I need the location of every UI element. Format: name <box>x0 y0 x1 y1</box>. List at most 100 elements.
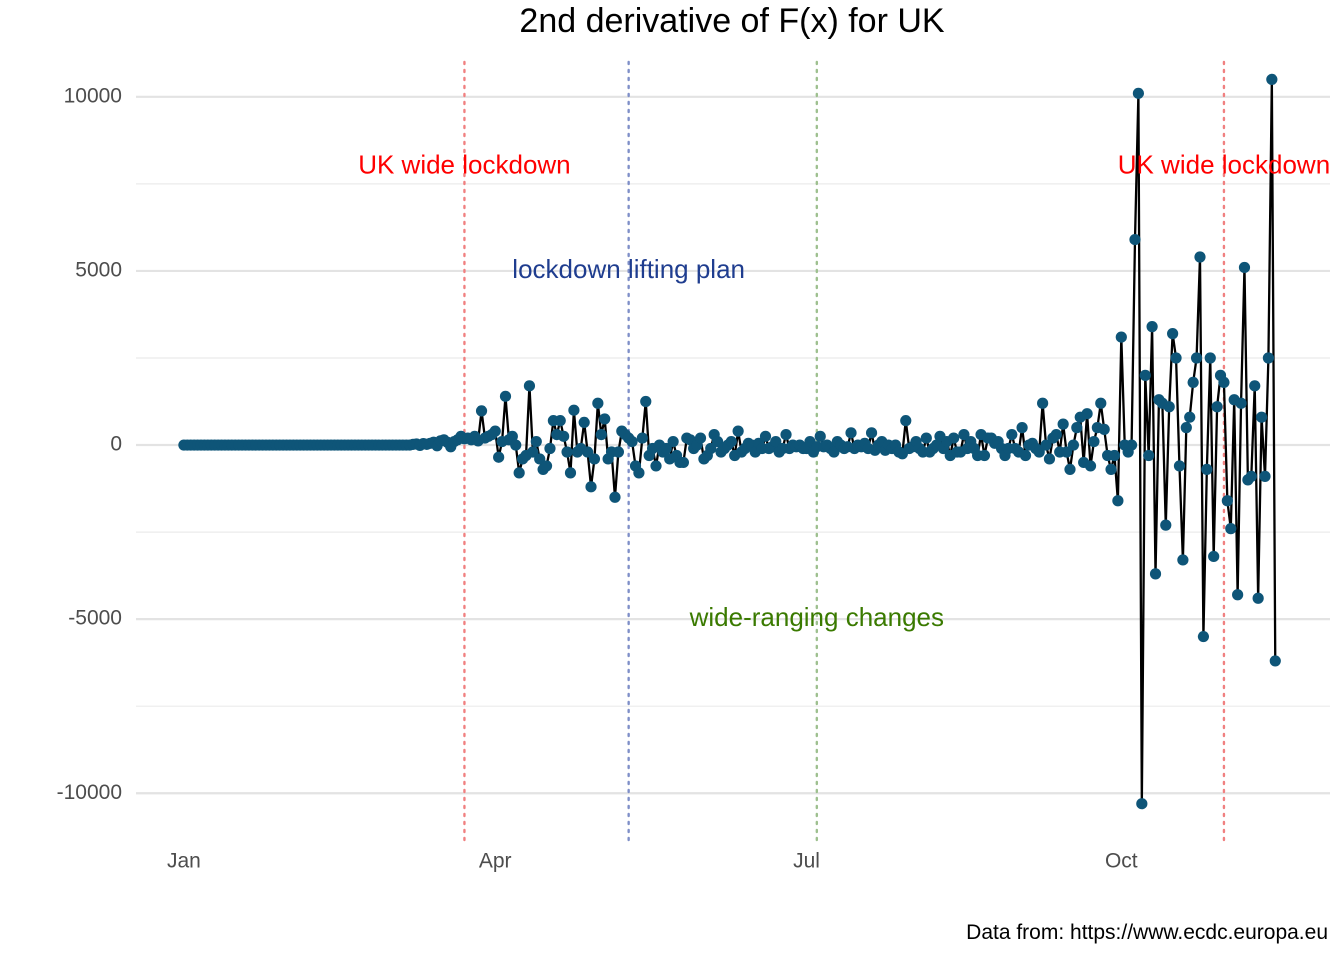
chart-title: 2nd derivative of F(x) for UK <box>519 2 945 40</box>
data-point <box>1033 446 1045 458</box>
data-point <box>1139 369 1151 381</box>
data-point <box>636 432 648 444</box>
data-point <box>1019 449 1032 462</box>
data-point <box>1177 554 1189 566</box>
data-point <box>527 446 539 458</box>
data-point <box>1146 321 1158 333</box>
data-point <box>1163 401 1175 413</box>
data-point <box>510 439 522 451</box>
data-point <box>1108 449 1121 462</box>
data-point <box>1071 422 1083 434</box>
event-label: lockdown lifting plan <box>512 254 745 284</box>
data-point <box>667 435 679 448</box>
data-point <box>1081 408 1093 420</box>
data-point <box>499 390 512 402</box>
data-point <box>1050 428 1062 441</box>
data-point <box>540 460 553 472</box>
data-point <box>640 395 652 408</box>
data-point <box>1173 460 1186 472</box>
data-point <box>612 446 624 458</box>
data-point <box>1184 411 1196 423</box>
data-point <box>1218 376 1230 388</box>
data-point <box>592 397 604 409</box>
data-point <box>900 415 912 427</box>
data-point <box>633 467 645 479</box>
data-point <box>1269 655 1281 667</box>
data-point <box>920 432 932 444</box>
data-point <box>1238 261 1251 274</box>
data-point <box>1249 380 1261 392</box>
data-point <box>1115 331 1127 343</box>
data-point <box>1040 439 1052 451</box>
event-labels: UK wide lockdown lockdown lifting plan wid… <box>358 149 1330 632</box>
data-point <box>732 425 744 437</box>
data-point <box>1208 550 1220 563</box>
data-point <box>1211 401 1223 413</box>
data-point <box>650 460 662 472</box>
data-point <box>845 427 857 439</box>
data-point <box>1197 630 1210 643</box>
data-point <box>1266 73 1278 86</box>
data-point <box>513 467 525 479</box>
data-point <box>1132 87 1145 99</box>
data-point <box>712 435 724 448</box>
data-point <box>1125 439 1138 451</box>
data-point <box>1167 328 1179 340</box>
data-point <box>1225 523 1237 535</box>
data-point <box>626 435 638 448</box>
data-point <box>1006 428 1018 441</box>
data-point <box>1204 352 1216 364</box>
data-point <box>544 442 556 455</box>
data-point <box>1084 460 1097 472</box>
data-point <box>530 435 542 448</box>
data-point <box>1187 376 1199 388</box>
data-point <box>948 432 960 444</box>
data-point <box>523 380 536 392</box>
data-point <box>534 453 546 465</box>
data-point <box>958 428 970 441</box>
data-point <box>1255 411 1268 423</box>
data-point <box>1232 589 1244 601</box>
data-point <box>1136 798 1148 810</box>
data-point <box>814 430 826 442</box>
data-point <box>780 428 792 441</box>
data-point <box>1016 422 1028 434</box>
y-tick-label: 0 <box>110 433 122 456</box>
data-point <box>1221 495 1233 507</box>
data-point <box>1143 449 1155 462</box>
data-point <box>558 430 570 442</box>
data-point <box>1105 463 1117 476</box>
data-point <box>978 449 991 462</box>
data-point <box>1252 592 1264 604</box>
data-point <box>578 416 590 428</box>
data-point <box>770 435 782 448</box>
data-point <box>694 432 707 444</box>
data-point <box>585 481 597 493</box>
x-tick-label: Jul <box>793 850 820 873</box>
data-point <box>582 446 594 458</box>
data-point <box>828 446 840 458</box>
series-points <box>178 73 1281 810</box>
event-label: wide-ranging changes <box>689 602 944 632</box>
data-point <box>1088 435 1100 448</box>
data-point <box>595 428 607 441</box>
y-tick-label: -10000 <box>57 781 122 804</box>
data-point <box>1170 352 1182 364</box>
data-point <box>609 491 621 503</box>
data-point <box>561 446 573 458</box>
data-point <box>1201 463 1213 476</box>
data-point <box>1194 251 1206 263</box>
data-point <box>1180 422 1192 434</box>
data-point <box>1043 453 1056 465</box>
data-point <box>489 425 501 437</box>
data-point <box>599 413 611 425</box>
axis-tick-labels: 10000 5000 0 -5000 -10000 Jan Apr Jul Oct <box>57 84 1138 872</box>
data-point <box>705 442 717 455</box>
data-point <box>1160 519 1172 531</box>
x-tick-label: Apr <box>479 850 512 873</box>
data-point <box>1129 233 1141 246</box>
data-point <box>725 435 737 448</box>
event-lines <box>463 60 1226 844</box>
data-point <box>1259 470 1271 482</box>
data-point <box>1064 463 1076 476</box>
